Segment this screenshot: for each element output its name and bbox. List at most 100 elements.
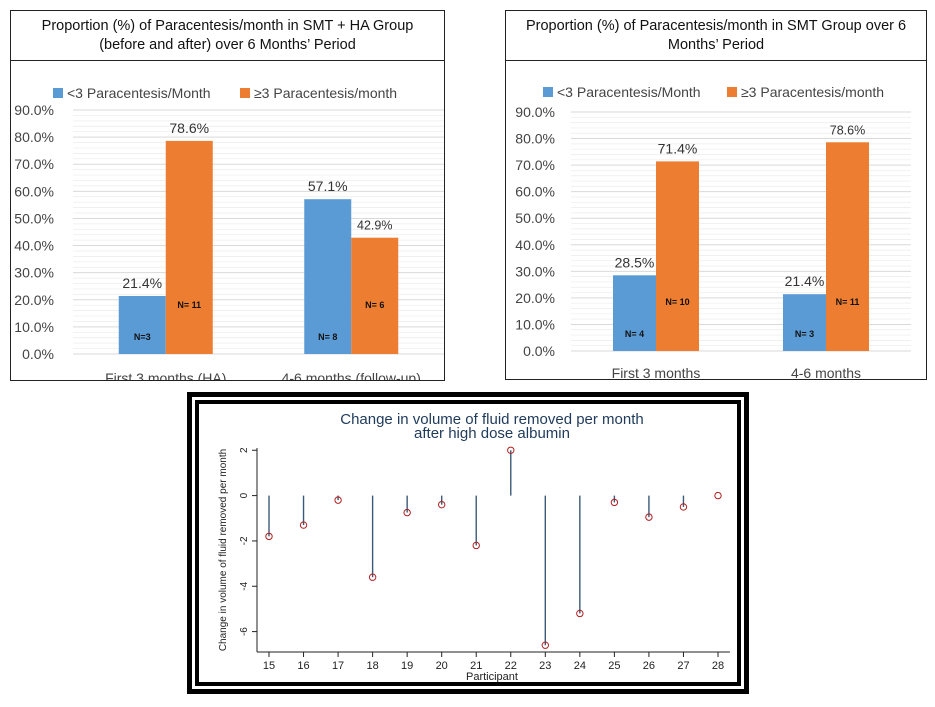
bar-chart-smt-ha: <3 Paracentesis/Month ≥3 Paracentesis/mon… [14, 85, 444, 380]
legend-swatch-1 [727, 87, 737, 97]
data-point [403, 508, 411, 517]
data-label: 21.4% [785, 273, 825, 289]
y-tick-label: 2 [239, 447, 250, 453]
y-tick-label: 90.0% [515, 104, 555, 120]
data-point [541, 641, 550, 649]
y-tick-label: 40.0% [14, 238, 54, 254]
y-tick-label: 20.0% [14, 292, 54, 308]
data-point [610, 498, 619, 507]
data-point [265, 532, 273, 541]
legend-label-1: ≥3 Paracentesis/month [741, 84, 884, 100]
x-category-label: First 3 months [612, 365, 701, 379]
x-category-label: 4-6 months (follow-up) [282, 370, 421, 380]
legend: <3 Paracentesis/Month ≥3 Paracentesis/mon… [53, 85, 397, 101]
y-tick-label: -6 [239, 627, 250, 636]
data-label: 71.4% [658, 140, 698, 156]
legend-swatch-1 [240, 88, 250, 98]
y-tick-label: -4 [239, 581, 250, 590]
x-tick-label: 20 [436, 660, 448, 672]
legend-swatch-0 [543, 87, 553, 97]
y-tick-label: 90.0% [14, 102, 54, 118]
x-tick-label: 16 [297, 660, 309, 672]
bar-chart-smt: <3 Paracentesis/Month ≥3 Paracentesis/mon… [515, 84, 911, 379]
data-point [679, 503, 688, 511]
y-tick-label: 70.0% [515, 157, 555, 173]
chart-subtitle: after high dose albumin [414, 425, 570, 442]
bar-ge3-0 [165, 140, 213, 354]
data-label: 57.1% [308, 178, 348, 194]
x-tick-label: 24 [574, 660, 586, 672]
data-label: 42.9% [357, 219, 392, 233]
data-label: 78.6% [169, 120, 209, 136]
chart-title: Proportion (%) of Paracentesis/month in … [506, 11, 926, 61]
legend-label-1: ≥3 Paracentesis/month [254, 85, 397, 101]
y-tick-label: 10.0% [515, 316, 555, 332]
data-point [334, 496, 342, 504]
y-tick-label: 40.0% [515, 237, 555, 253]
x-tick-label: 26 [643, 660, 655, 672]
x-tick-label: 18 [366, 660, 378, 672]
count-label: N= 3 [795, 329, 814, 339]
x-tick-label: 15 [263, 660, 275, 672]
y-tick-label: 60.0% [14, 183, 54, 199]
x-tick-label: 21 [470, 660, 482, 672]
count-label: N= 6 [365, 300, 384, 310]
legend-label-0: <3 Paracentesis/Month [67, 85, 211, 101]
y-tick-label: -2 [239, 536, 250, 545]
chart-title: Change in volume of fluid removed per mo… [340, 411, 644, 428]
x-tick-label: 22 [505, 660, 517, 672]
data-point [507, 446, 515, 454]
x-tick-label: 25 [608, 660, 620, 672]
count-label: N= 10 [665, 297, 689, 307]
count-label: N= 11 [836, 297, 860, 307]
y-tick-label: 20.0% [515, 290, 555, 306]
y-tick-label: 0 [239, 492, 250, 498]
x-axis-label: Participant [466, 671, 518, 682]
legend-label-0: <3 Paracentesis/Month [557, 84, 701, 100]
y-tick-label: 50.0% [515, 210, 555, 226]
count-label: N= 4 [625, 329, 644, 339]
y-tick-label: 80.0% [515, 131, 555, 147]
data-point [437, 500, 446, 509]
spike-chart-fluid-change: Change in volume of fluid removed per mo… [199, 404, 737, 682]
data-point [299, 521, 308, 529]
data-label: 78.6% [830, 123, 865, 137]
data-label: 21.4% [122, 275, 162, 291]
bar-lt3-0 [118, 295, 166, 354]
y-tick-label: 80.0% [14, 129, 54, 145]
y-tick-label: 50.0% [14, 210, 54, 226]
y-tick-label: 60.0% [515, 184, 555, 200]
y-axis-label: Change in volume of fluid removed per mo… [218, 449, 229, 651]
legend: <3 Paracentesis/Month ≥3 Paracentesis/mon… [543, 84, 884, 100]
x-tick-label: 19 [401, 660, 413, 672]
x-tick-label: 17 [332, 660, 344, 672]
bar-lt3-1 [304, 199, 352, 354]
count-label: N= 11 [177, 300, 201, 310]
y-tick-label: 70.0% [14, 156, 54, 172]
data-point [472, 541, 480, 550]
spike-chart-frame: Change in volume of fluid removed per mo… [187, 392, 749, 694]
legend-swatch-0 [53, 88, 63, 98]
data-label: 28.5% [615, 254, 655, 270]
x-tick-label: 28 [712, 660, 724, 672]
y-tick-label: 0.0% [523, 343, 555, 359]
data-point [714, 491, 722, 500]
y-tick-label: 10.0% [14, 319, 54, 335]
bar-ge3-1 [351, 237, 399, 354]
count-label: N= 8 [318, 332, 337, 342]
bar-ge3-1 [826, 142, 869, 351]
x-tick-label: 23 [539, 660, 551, 672]
count-label: N=3 [134, 332, 151, 342]
chart-title: Proportion (%) of Paracentesis/month in … [11, 11, 444, 61]
data-point [368, 573, 377, 581]
bar-lt3-0 [613, 275, 656, 351]
chart-panel-smt: Proportion (%) of Paracentesis/month in … [505, 10, 927, 380]
bar-ge3-0 [656, 161, 699, 351]
x-category-label: First 3 months (HA) [105, 370, 226, 380]
data-point [645, 513, 653, 521]
y-tick-label: 30.0% [515, 263, 555, 279]
bar-lt3-1 [783, 294, 826, 351]
x-category-label: 4-6 months [791, 365, 861, 379]
x-tick-label: 27 [677, 660, 689, 672]
y-tick-label: 30.0% [14, 265, 54, 281]
